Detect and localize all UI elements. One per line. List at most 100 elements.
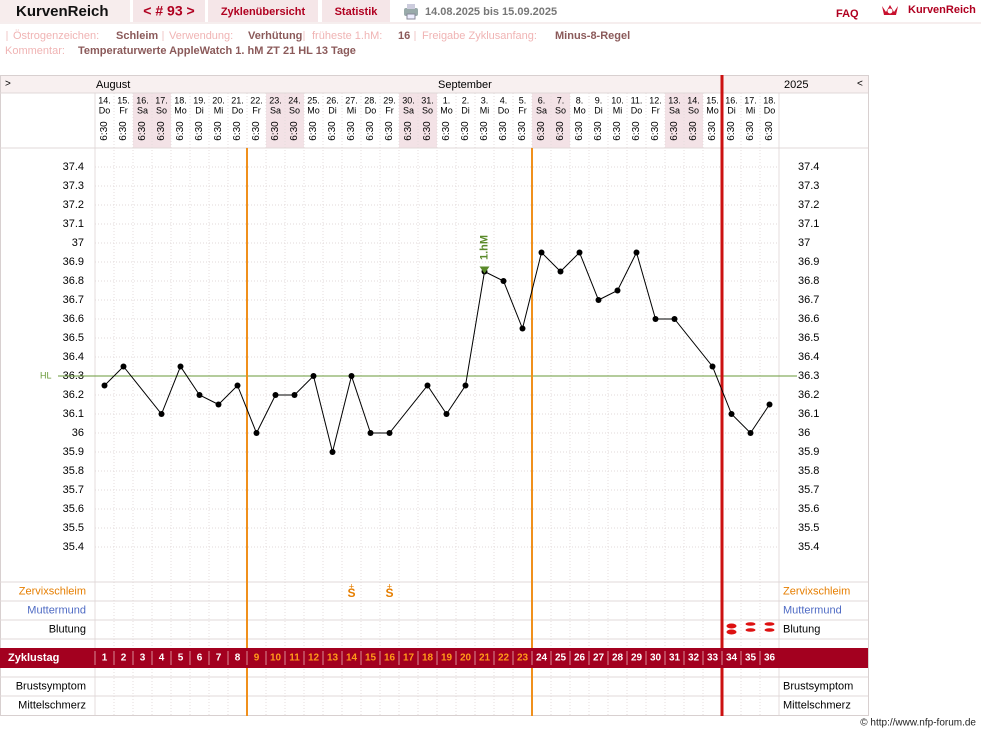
cycle-label: Zyklustag	[8, 652, 59, 664]
nav-next[interactable]: <	[857, 79, 863, 90]
brand-box	[0, 0, 130, 22]
weekday-label: So	[688, 105, 699, 115]
y-tick-label-right: 35.9	[798, 446, 819, 458]
y-tick-label: 36.4	[63, 351, 84, 363]
x-tick-label: 14.	[98, 95, 111, 105]
temperature-point	[576, 249, 583, 256]
x-tick-label: 17.	[155, 95, 168, 105]
weekend-shade	[665, 93, 684, 148]
weekday-label: Mi	[613, 105, 623, 115]
cycle-day: 27	[593, 653, 605, 664]
cycle-day: 16	[384, 653, 396, 664]
y-tick-label-right: 36.9	[798, 256, 819, 268]
weekday-label: Do	[365, 105, 377, 115]
y-tick-label-right: 37	[798, 237, 810, 249]
weekday-label: Mo	[174, 105, 187, 115]
time-label: 6:30	[441, 121, 452, 141]
cycle-nav[interactable]: < # 93 >	[143, 3, 194, 19]
weekday-label: Do	[764, 105, 776, 115]
temperature-point	[614, 287, 621, 294]
weekday-label: Fr	[651, 105, 660, 115]
printer-paper	[407, 4, 415, 9]
x-tick-label: 19.	[193, 95, 206, 105]
weekday-label: Do	[631, 105, 643, 115]
weekday-label: Fr	[252, 105, 261, 115]
nav-box[interactable]	[133, 0, 205, 22]
y-tick-label-right: 36.4	[798, 351, 819, 363]
x-tick-label: 16.	[725, 95, 738, 105]
time-label: 6:30	[156, 121, 167, 141]
temperature-point	[348, 373, 355, 379]
tab[interactable]: Zyklenübersicht	[221, 6, 306, 18]
printer-icon[interactable]	[404, 4, 418, 20]
info-value: Minus-8-Regel	[555, 30, 630, 42]
temperature-point	[291, 392, 298, 398]
y-tick-label: 36.2	[63, 389, 84, 401]
nav-prev[interactable]: >	[5, 79, 11, 90]
temperature-point	[728, 411, 735, 417]
y-tick-label: 37	[72, 237, 84, 249]
time-label: 6:30	[365, 121, 376, 141]
weekday-label: So	[555, 105, 566, 115]
temperature-point	[215, 401, 222, 408]
x-tick-label: 5.	[519, 95, 527, 105]
logo-text[interactable]: KurvenReich	[908, 4, 976, 16]
weekend-shade	[285, 93, 304, 148]
y-tick-label: 36.9	[63, 256, 84, 268]
x-tick-label: 12.	[649, 95, 662, 105]
cycle-day: 28	[612, 653, 624, 664]
temperature-point	[120, 363, 127, 370]
temperature-point	[595, 297, 602, 303]
cycle-day: 2	[121, 653, 127, 664]
bleeding-mark	[726, 623, 737, 629]
tab-box[interactable]	[322, 0, 390, 22]
row-label-right: Zervixschleim	[783, 585, 850, 597]
time-label: 6:30	[631, 121, 642, 141]
time-label: 6:30	[118, 121, 129, 141]
mucus-mark: S	[347, 586, 355, 600]
x-tick-label: 28.	[364, 95, 377, 105]
y-tick-label-right: 36.6	[798, 313, 819, 325]
time-label: 6:30	[650, 121, 661, 141]
y-tick-label-right: 36.3	[798, 370, 819, 382]
tab-box[interactable]	[208, 0, 318, 22]
faq[interactable]: FAQ	[836, 8, 859, 20]
time-label: 6:30	[175, 121, 186, 141]
weekday-label: Sa	[137, 105, 148, 115]
weekday-label: So	[156, 105, 167, 115]
time-label: 6:30	[707, 121, 718, 141]
month-label: September	[438, 79, 492, 91]
time-label: 6:30	[669, 121, 680, 141]
temperature-point	[253, 430, 260, 436]
footer: © http://www.nfp-forum.de	[860, 718, 976, 729]
temperature-point	[158, 411, 165, 417]
temperature-point	[462, 382, 469, 389]
tab[interactable]: Statistik	[335, 6, 379, 18]
weekday-label: Di	[461, 105, 470, 115]
time-label: 6:30	[270, 121, 281, 141]
y-tick-label-right: 36.2	[798, 389, 819, 401]
x-tick-label: 9.	[595, 95, 603, 105]
x-tick-label: 30.	[402, 95, 415, 105]
temperature-point	[329, 449, 336, 455]
cycle-day: 3	[140, 653, 146, 664]
weekday-label: So	[289, 105, 300, 115]
info-label: Verwendung:	[169, 30, 233, 42]
cycle-day: 25	[555, 653, 567, 664]
time-label: 6:30	[251, 121, 262, 141]
time-label: 6:30	[593, 121, 604, 141]
cycle-day: 10	[270, 653, 282, 664]
time-label: 6:30	[555, 121, 566, 141]
weekday-label: Do	[498, 105, 510, 115]
x-tick-label: 20.	[212, 95, 225, 105]
info-value: 16	[398, 30, 410, 42]
info-label: früheste 1.hM:	[312, 30, 382, 42]
x-tick-label: 11.	[631, 95, 643, 105]
y-tick-label: 35.7	[63, 484, 84, 496]
weekday-label: Mo	[440, 105, 453, 115]
row-label-right: Blutung	[783, 623, 820, 635]
y-tick-label: 37.2	[63, 199, 84, 211]
info-value: Schleim	[116, 30, 158, 42]
x-tick-label: 2.	[462, 95, 470, 105]
